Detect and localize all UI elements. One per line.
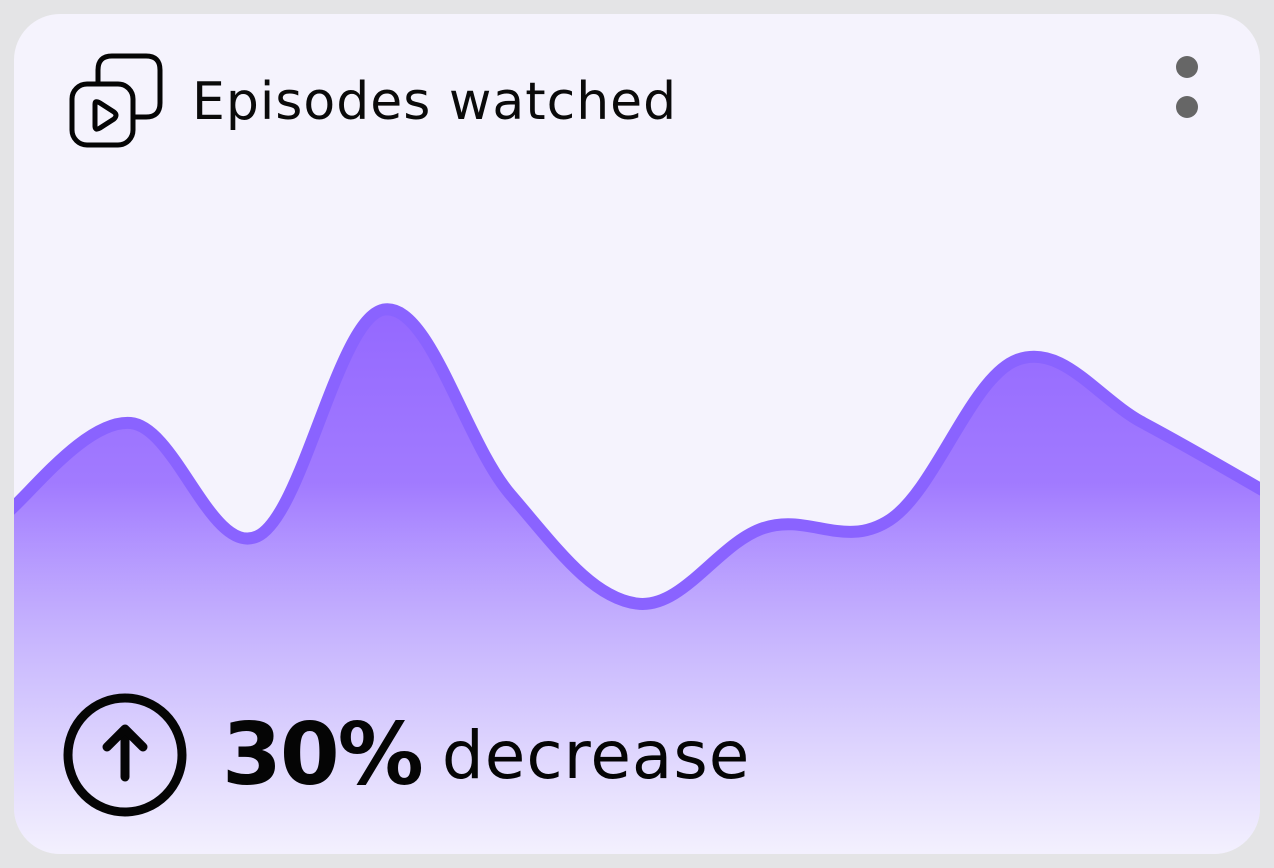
chart-point-8: [1014, 357, 1020, 363]
more-vertical-icon-dot-2: [1176, 96, 1198, 118]
chart-point-6: [761, 525, 767, 531]
more-options-button[interactable]: [1174, 54, 1202, 124]
arrow-up-circle-icon: [62, 692, 188, 818]
chart-point-2: [254, 533, 260, 539]
video-play-stack-icon: [68, 53, 166, 151]
chart-point-7: [887, 517, 893, 523]
more-vertical-icon-dot-1: [1176, 56, 1198, 78]
card-header: Episodes watched: [68, 54, 677, 150]
chart-point-5: [634, 601, 640, 607]
chart-point-1: [128, 420, 134, 426]
chart-point-4: [507, 491, 513, 497]
stat-label: decrease: [442, 717, 751, 794]
episodes-card: Episodes watched 30% decrease: [14, 14, 1260, 854]
stat-value: 30%: [222, 705, 422, 805]
stat-row: 30% decrease: [62, 692, 750, 818]
chart-point-9: [1140, 420, 1146, 426]
card-title: Episodes watched: [192, 72, 677, 132]
chart-point-3: [381, 307, 387, 313]
